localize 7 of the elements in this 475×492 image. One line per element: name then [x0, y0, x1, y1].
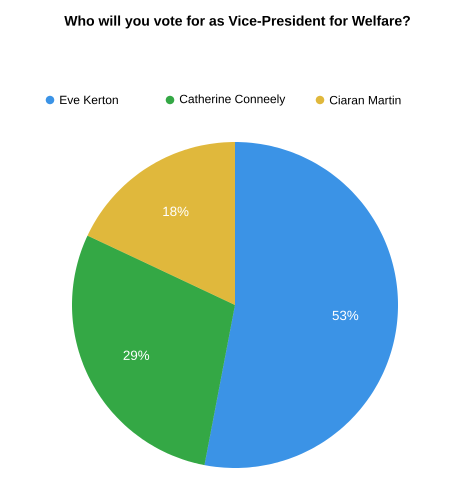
chart-title: Who will you vote for as Vice-President for Welfare?	[64, 15, 410, 29]
legend-label: Ciaran Martin	[330, 96, 400, 104]
data-label: 18%	[163, 206, 188, 216]
legend-label: Eve Kerton	[60, 96, 118, 104]
legend-label: Catherine Conneely	[180, 94, 286, 106]
data-label: 53%	[332, 310, 358, 320]
data-label: 29%	[124, 350, 150, 360]
